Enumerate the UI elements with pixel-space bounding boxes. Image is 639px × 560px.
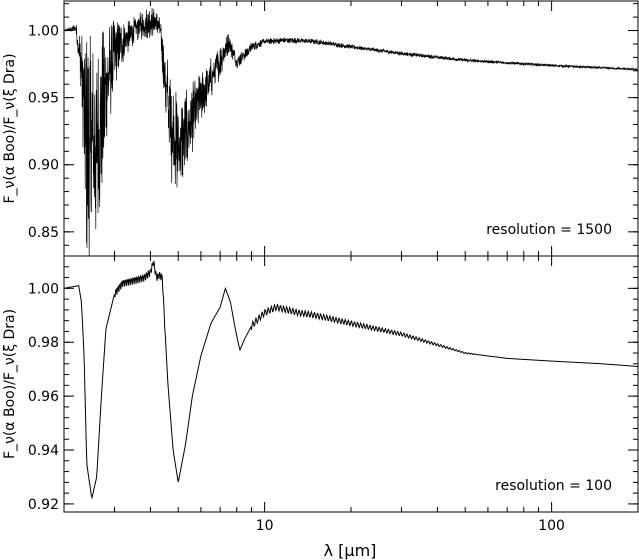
plot-frame <box>63 0 639 257</box>
y-tick-label: 1.00 <box>28 24 59 40</box>
x-tick-label: 100 <box>538 518 565 534</box>
y-tick-label: 1.00 <box>28 281 59 297</box>
y-axis-label: F_ν(α Boo)/F_ν(ξ Dra) <box>2 309 18 459</box>
panel-top: 0.85 0.90 0.95 1.00 F_ν(α Boo)/F_ν(ξ Dra) res… <box>2 0 639 257</box>
resolution-annotation: resolution = 100 <box>495 478 612 494</box>
panel-bottom: 10 100 0.92 0.94 0.96 0.98 1.00 F_ν(α Boo)/F_ν(… <box>2 255 639 534</box>
x-axis-label: λ [μm] <box>324 541 377 560</box>
series-line <box>64 260 638 500</box>
x-tick-label: 10 <box>256 518 274 534</box>
y-tick-label: 0.95 <box>28 91 59 107</box>
y-tick-label: 0.94 <box>28 443 59 459</box>
y-tick-label: 0.96 <box>28 389 59 405</box>
y-tick-label: 0.85 <box>28 225 59 241</box>
plot-frame <box>63 255 639 513</box>
y-tick-label: 0.90 <box>28 158 59 174</box>
y-tick-label: 0.92 <box>28 497 59 513</box>
series-line <box>64 7 638 256</box>
resolution-annotation: resolution = 1500 <box>486 222 612 238</box>
y-tick-label: 0.98 <box>28 335 59 351</box>
y-axis-label: F_ν(α Boo)/F_ν(ξ Dra) <box>2 53 18 203</box>
